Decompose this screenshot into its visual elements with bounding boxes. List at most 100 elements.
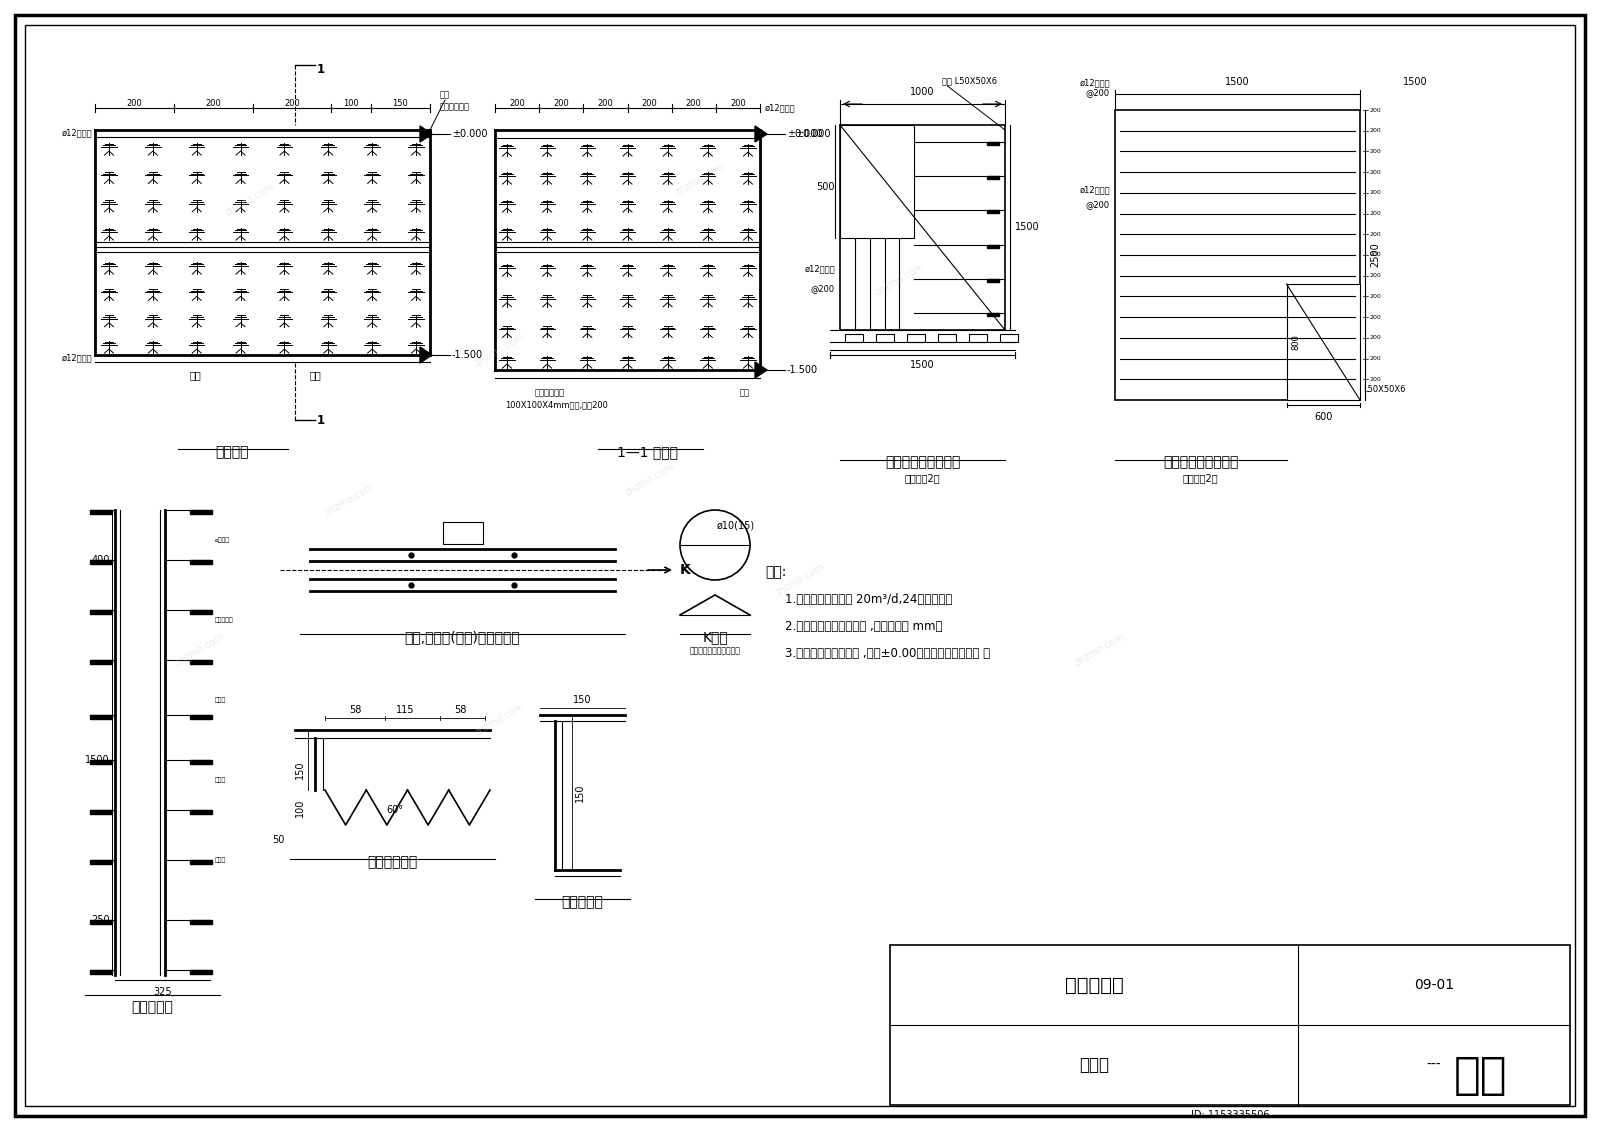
Bar	[90, 510, 112, 513]
Text: 污泥回流管: 污泥回流管	[214, 618, 234, 623]
Polygon shape	[755, 362, 766, 378]
Text: ø12螺纹钢: ø12螺纹钢	[1080, 185, 1110, 195]
Text: 3.本图标高为相对标高 ,标高±0.00相当于现状地面标高 ；: 3.本图标高为相对标高 ,标高±0.00相当于现状地面标高 ；	[786, 647, 990, 661]
Bar	[907, 334, 925, 342]
Text: znzmo.com: znzmo.com	[474, 702, 526, 739]
Text: znzmo.com: znzmo.com	[173, 632, 227, 668]
Text: 布水,反冲洗(集水)穿孔管大样: 布水,反冲洗(集水)穿孔管大样	[405, 630, 520, 644]
Text: 200: 200	[285, 100, 299, 107]
Text: znzmo.com: znzmo.com	[474, 331, 526, 369]
Text: 上下层共2个: 上下层共2个	[904, 473, 941, 483]
Bar	[90, 661, 112, 664]
Text: 200: 200	[205, 100, 221, 107]
Bar	[190, 661, 211, 664]
Text: 60°: 60°	[387, 805, 403, 815]
Text: 与端板锚拴接: 与端板锚拴接	[440, 103, 470, 112]
Text: 200: 200	[1370, 107, 1381, 112]
Text: K向图: K向图	[702, 630, 728, 644]
Text: 牛腿: 牛腿	[309, 370, 322, 380]
Text: 100X100X4mm槽钢,间距200: 100X100X4mm槽钢,间距200	[506, 400, 608, 409]
Text: @200: @200	[1086, 200, 1110, 209]
Bar	[190, 715, 211, 719]
Text: znzmo.com: znzmo.com	[674, 162, 726, 198]
Bar	[877, 334, 894, 342]
Text: 58: 58	[349, 705, 362, 715]
Bar	[90, 560, 112, 564]
Text: 150: 150	[294, 761, 306, 779]
Text: -1.500: -1.500	[787, 365, 818, 375]
Bar	[190, 860, 211, 864]
Text: -1.500: -1.500	[453, 349, 483, 360]
Text: 2500: 2500	[1370, 243, 1379, 267]
Text: znzmo.com: znzmo.com	[1074, 632, 1126, 668]
Text: 2.本图所注标高单位为米 ,其他单位为 mm；: 2.本图所注标高单位为米 ,其他单位为 mm；	[786, 620, 942, 633]
Text: 三角堰板大样: 三角堰板大样	[368, 855, 418, 869]
Text: 100: 100	[344, 100, 358, 107]
Text: ø12螺纹钢: ø12螺纹钢	[805, 264, 835, 273]
Bar	[1286, 284, 1360, 400]
Text: 200: 200	[642, 100, 658, 107]
Text: 1500: 1500	[910, 360, 934, 370]
Text: 接解氧化池填料支架: 接解氧化池填料支架	[1163, 455, 1238, 469]
Text: 200: 200	[1370, 190, 1381, 196]
Text: 1500: 1500	[1403, 77, 1427, 87]
Text: 200: 200	[1370, 232, 1381, 236]
Text: 325: 325	[154, 987, 171, 998]
Bar	[840, 126, 914, 238]
Text: 大样图: 大样图	[1078, 1056, 1109, 1074]
Text: 槽钢: 槽钢	[739, 388, 750, 397]
Bar	[840, 126, 1005, 330]
Text: znzmo.com: znzmo.com	[773, 562, 827, 598]
Text: ø10(15): ø10(15)	[717, 520, 755, 530]
Bar	[1115, 110, 1360, 400]
Text: ±0.000: ±0.000	[453, 129, 488, 139]
Text: 知末: 知末	[1453, 1053, 1507, 1096]
Text: 1500: 1500	[85, 756, 110, 765]
Text: 管径按给水水量实际计算: 管径按给水水量实际计算	[690, 646, 741, 655]
Text: 200: 200	[1370, 377, 1381, 382]
Text: ø12螺纹钢: ø12螺纹钢	[61, 354, 93, 363]
Text: ---: ---	[1427, 1057, 1442, 1072]
Text: 1500: 1500	[1226, 77, 1250, 87]
Text: 200: 200	[554, 100, 570, 107]
Text: 200: 200	[1370, 128, 1381, 133]
Text: 400: 400	[91, 555, 110, 566]
Bar	[987, 313, 998, 316]
Polygon shape	[419, 126, 432, 143]
Bar	[987, 278, 998, 282]
Text: 溢流管: 溢流管	[214, 857, 226, 863]
Bar	[90, 860, 112, 864]
Text: 200: 200	[1370, 252, 1381, 258]
Text: 200: 200	[730, 100, 746, 107]
Bar	[90, 970, 112, 974]
Text: 上下层共2个: 上下层共2个	[1182, 473, 1219, 483]
Bar	[90, 610, 112, 614]
Text: 填料安装图: 填料安装图	[1064, 976, 1123, 994]
Bar	[190, 560, 211, 564]
Polygon shape	[755, 126, 766, 143]
Text: L50X50X6: L50X50X6	[1363, 386, 1405, 395]
Text: 200: 200	[509, 100, 525, 107]
Bar	[90, 760, 112, 765]
Text: ±0.000: ±0.000	[795, 129, 830, 139]
Bar	[845, 334, 862, 342]
Text: 1000: 1000	[910, 87, 934, 97]
Text: ±0.000: ±0.000	[787, 129, 822, 139]
Text: 200: 200	[1370, 356, 1381, 361]
Text: 出水管: 出水管	[214, 777, 226, 783]
Bar	[987, 176, 998, 179]
Bar	[90, 715, 112, 719]
Bar	[190, 810, 211, 814]
Text: 出水槽大样: 出水槽大样	[562, 895, 603, 909]
Bar	[987, 143, 998, 145]
Text: 中心筒大样: 中心筒大样	[131, 1000, 173, 1015]
Text: 200: 200	[1370, 314, 1381, 320]
Text: ø加药管: ø加药管	[214, 537, 230, 543]
Text: 1.本工程污水处理量 20m³/d,24小时运行；: 1.本工程污水处理量 20m³/d,24小时运行；	[786, 593, 952, 606]
Text: znzmo.com: znzmo.com	[224, 182, 277, 218]
Bar	[987, 244, 998, 248]
Text: 1500: 1500	[1014, 223, 1040, 233]
Text: 1: 1	[317, 63, 325, 76]
Text: 500: 500	[816, 181, 835, 191]
Bar	[1000, 334, 1018, 342]
